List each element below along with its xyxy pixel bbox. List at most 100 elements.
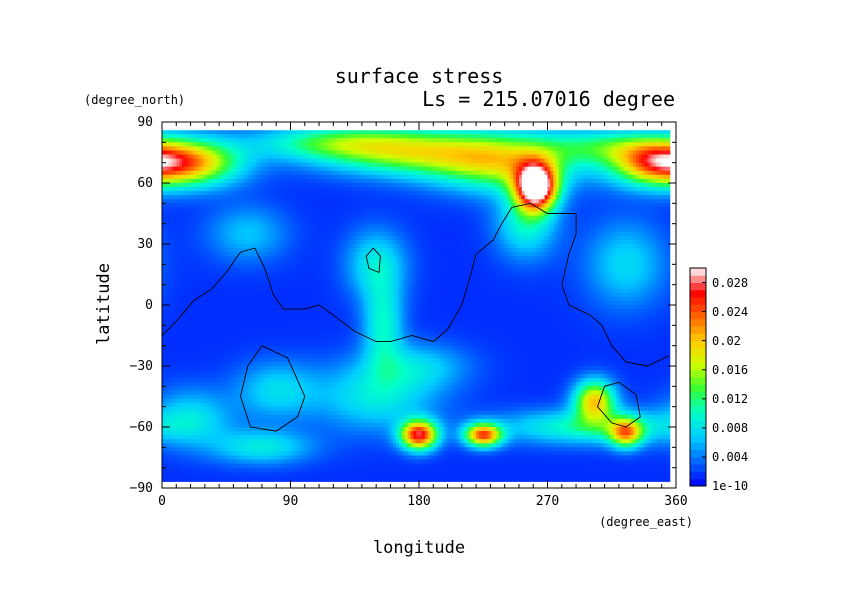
heatmap-cell [498, 166, 503, 172]
heatmap-cell [558, 219, 563, 225]
heatmap-cell [516, 183, 520, 188]
heatmap-cell [427, 227, 432, 233]
heatmap-cell [241, 130, 246, 135]
heatmap-cell [313, 134, 317, 139]
heatmap-cell [387, 191, 392, 196]
heatmap-cell [330, 223, 334, 229]
heatmap-cell [470, 227, 474, 233]
heatmap-cell [547, 195, 551, 200]
heatmap-cell [350, 183, 354, 188]
heatmap-cell [162, 178, 166, 184]
heatmap-cell [550, 166, 554, 172]
heatmap-cell [413, 154, 417, 160]
heatmap-cell [493, 231, 497, 237]
heatmap-cell [478, 199, 483, 204]
heatmap-cell [521, 227, 526, 233]
heatmap-cell [498, 170, 503, 176]
heatmap-cell [184, 195, 189, 200]
heatmap-cell [230, 211, 234, 217]
heatmap-cell [541, 178, 546, 184]
heatmap-cell [553, 239, 557, 245]
heatmap-cell [367, 191, 372, 196]
heatmap-cell [399, 142, 403, 147]
heatmap-cell [478, 130, 483, 135]
heatmap-cell [356, 239, 360, 245]
heatmap-cell [476, 211, 480, 217]
heatmap-cell [193, 211, 197, 217]
heatmap-cell [536, 195, 540, 200]
heatmap-cell [604, 146, 609, 152]
heatmap-cell [284, 211, 289, 217]
heatmap-cell [578, 158, 583, 164]
heatmap-cell [447, 174, 452, 180]
heatmap-cell [667, 178, 671, 184]
heatmap-cell [190, 146, 195, 152]
heatmap-cell [490, 219, 494, 225]
heatmap-cell [419, 199, 423, 204]
heatmap-cell [199, 138, 203, 143]
heatmap-cell [264, 170, 269, 176]
heatmap-cell [236, 150, 240, 156]
heatmap-cell [576, 174, 580, 180]
heatmap-cell [650, 239, 654, 245]
heatmap-cell [413, 191, 417, 196]
heatmap-cell [307, 158, 312, 164]
heatmap-cell [239, 223, 243, 229]
heatmap-cell [233, 130, 237, 135]
heatmap-cell [598, 203, 603, 208]
heatmap-cell [239, 211, 243, 217]
heatmap-cell [438, 158, 443, 164]
heatmap-cell [413, 211, 417, 217]
heatmap-cell [176, 134, 180, 139]
heatmap-cell [613, 130, 617, 135]
heatmap-cell [453, 178, 457, 184]
heatmap-cell [341, 191, 346, 196]
heatmap-cell [607, 158, 611, 164]
heatmap-cell [216, 134, 220, 139]
heatmap-cell [347, 215, 352, 221]
heatmap-cell [444, 207, 449, 213]
heatmap-cell [493, 219, 497, 225]
heatmap-cell [421, 150, 426, 156]
heatmap-cell [313, 195, 317, 200]
heatmap-cell [590, 154, 594, 160]
heatmap-cell [550, 142, 554, 147]
heatmap-cell [196, 195, 200, 200]
heatmap-cell [550, 174, 554, 180]
heatmap-cell [518, 146, 523, 152]
heatmap-cell [627, 211, 631, 217]
heatmap-cell [461, 170, 466, 176]
heatmap-cell [550, 134, 554, 139]
heatmap-cell [310, 138, 314, 143]
heatmap-cell [576, 231, 580, 237]
heatmap-cell [296, 187, 300, 192]
heatmap-cell [473, 162, 477, 168]
heatmap-cell [284, 239, 289, 245]
heatmap-cell [373, 162, 377, 168]
heatmap-cell [419, 130, 423, 135]
heatmap-cell [390, 199, 394, 204]
heatmap-cell [213, 235, 217, 241]
heatmap-cell [478, 174, 483, 180]
heatmap-cell [521, 187, 526, 192]
heatmap-cell [424, 134, 429, 139]
heatmap-cell [427, 146, 432, 152]
heatmap-cell [664, 203, 669, 208]
heatmap-cell [507, 235, 511, 241]
heatmap-cell [593, 183, 597, 188]
heatmap-cell [421, 142, 426, 147]
heatmap-cell [181, 203, 186, 208]
heatmap-cell [233, 235, 237, 241]
heatmap-cell [170, 195, 175, 200]
heatmap-cell [627, 195, 631, 200]
heatmap-cell [607, 203, 611, 208]
heatmap-cell [181, 223, 186, 229]
heatmap-cell [327, 227, 332, 233]
heatmap-cell [316, 211, 320, 217]
heatmap-cell [319, 178, 323, 184]
heatmap-cell [224, 150, 229, 156]
heatmap-cell [247, 158, 252, 164]
heatmap-cell [570, 203, 574, 208]
heatmap-cell [201, 203, 206, 208]
heatmap-cell [419, 227, 423, 233]
